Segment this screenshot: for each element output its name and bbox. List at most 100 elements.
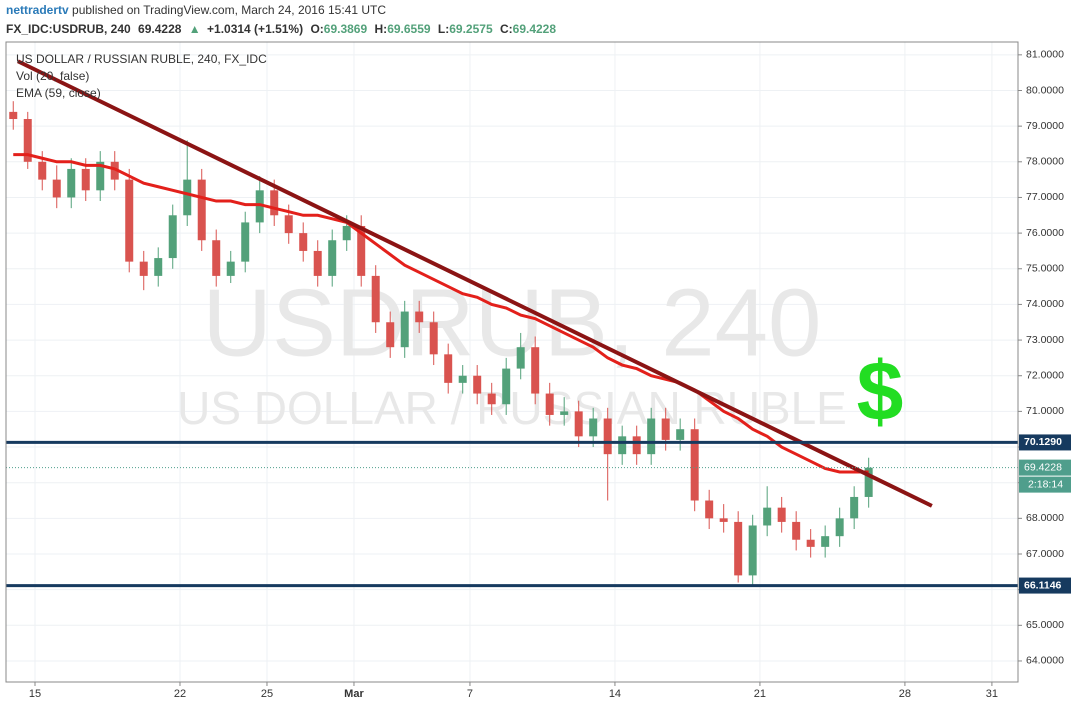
y-tick-label: 73.0000 (1026, 334, 1064, 346)
candle-body (734, 521, 743, 576)
candle-body (125, 179, 134, 262)
y-tick-label: 79.0000 (1026, 120, 1064, 132)
y-tick-label: 65.0000 (1026, 619, 1064, 631)
candle-body (212, 240, 221, 276)
axes: 64.000065.000066.000067.000068.000069.00… (29, 49, 1071, 700)
candle-body (618, 436, 627, 455)
candle-body (574, 411, 583, 437)
publisher[interactable]: nettradertv (6, 3, 69, 17)
x-tick-label: 25 (261, 688, 273, 700)
candle-body (284, 215, 293, 234)
candle-body (850, 496, 859, 519)
candle-body (96, 161, 105, 191)
candle-body (81, 168, 90, 191)
x-tick-label: Mar (344, 688, 364, 700)
y-tick-label: 78.0000 (1026, 156, 1064, 168)
plot-frame (5, 41, 1019, 683)
candle-body (560, 411, 569, 415)
candle-body (371, 275, 380, 323)
candle-body (52, 179, 61, 198)
x-tick-label: 31 (986, 688, 998, 700)
candle-body (763, 507, 772, 526)
candle-body (342, 225, 351, 241)
candle-body (748, 525, 757, 576)
x-tick-label: 28 (899, 688, 911, 700)
y-tick-label: 81.0000 (1026, 49, 1064, 61)
level-label-box (1019, 577, 1071, 594)
candle-body (415, 311, 424, 323)
arrow: ▲ (189, 22, 201, 36)
grid (6, 42, 1018, 682)
candle-body (110, 161, 119, 180)
ohlc-label: C: (500, 22, 513, 36)
x-tick-label: 15 (29, 688, 41, 700)
legend-indicator: EMA (59, close) (16, 86, 101, 100)
candle-body (328, 240, 337, 276)
y-tick-label: 67.0000 (1026, 548, 1064, 560)
y-tick-label: 76.0000 (1026, 227, 1064, 239)
candle-body (487, 393, 496, 405)
y-tick-label: 80.0000 (1026, 84, 1064, 96)
ohlc-value: 69.3869 (324, 22, 368, 36)
candle-body (38, 161, 47, 180)
candle-body (589, 418, 598, 437)
candle-body (777, 507, 786, 522)
legend-title: US DOLLAR / RUSSIAN RUBLE, 240, FX_IDC (16, 52, 267, 66)
candle-body (67, 168, 76, 198)
ohlc-value: 69.2575 (449, 22, 493, 36)
y-tick-label: 77.0000 (1026, 191, 1064, 203)
candle-body (806, 539, 815, 547)
candle-body (647, 418, 656, 455)
candle-body (400, 311, 409, 348)
candle-body (255, 190, 264, 223)
candle-body (835, 518, 844, 537)
plot (6, 59, 1018, 588)
candle-body (154, 258, 163, 276)
candle-body (386, 322, 395, 348)
ema-line (13, 153, 869, 474)
candle-body (502, 368, 511, 405)
candle-body (792, 521, 801, 540)
candle-body (473, 375, 482, 394)
ohlc-value: 69.6559 (387, 22, 431, 36)
candle-body (444, 354, 453, 383)
candle-body (197, 179, 206, 241)
candle-body (139, 261, 148, 276)
trendline (17, 59, 933, 508)
legend-indicator: Vol (20, false) (16, 69, 89, 83)
candle-body (545, 393, 554, 415)
candle-body (516, 347, 525, 369)
ohlc-value: 69.4228 (513, 22, 557, 36)
candle-body (168, 215, 177, 259)
header-line-2: FX_IDC:USDRUB, 240 69.4228 ▲ +1.0314 (+1… (6, 22, 556, 36)
candle-body (241, 222, 250, 262)
countdown: 2:18:14 (1028, 478, 1063, 490)
header-line-1: nettradertv published on TradingView.com… (6, 3, 386, 17)
candle-body (23, 119, 32, 162)
level-label: 70.1290 (1024, 436, 1062, 448)
countdown-box (1019, 476, 1071, 493)
ohlc-label: H: (375, 22, 388, 36)
y-tick-label: 64.0000 (1026, 655, 1064, 667)
candle-body (864, 467, 873, 497)
candle-body (270, 190, 279, 216)
x-tick-label: 21 (754, 688, 766, 700)
x-tick-label: 22 (174, 688, 186, 700)
candle-body (357, 225, 366, 276)
candle-body (226, 261, 235, 276)
level-label-box (1019, 434, 1071, 451)
x-tick-label: 14 (609, 688, 621, 700)
candle-body (313, 250, 322, 276)
y-tick-label: 72.0000 (1026, 370, 1064, 382)
candle-body (719, 518, 728, 522)
change: +1.0314 (+1.51%) (207, 22, 303, 36)
y-tick-label: 68.0000 (1026, 512, 1064, 524)
y-tick-label: 71.0000 (1026, 405, 1064, 417)
candle-body (690, 429, 699, 501)
published: published on TradingView.com, March 24, … (72, 3, 386, 17)
ohlc-label: L: (438, 22, 449, 36)
last-price-box (1019, 459, 1071, 476)
candle-body (632, 436, 641, 455)
candle-body (676, 429, 685, 440)
